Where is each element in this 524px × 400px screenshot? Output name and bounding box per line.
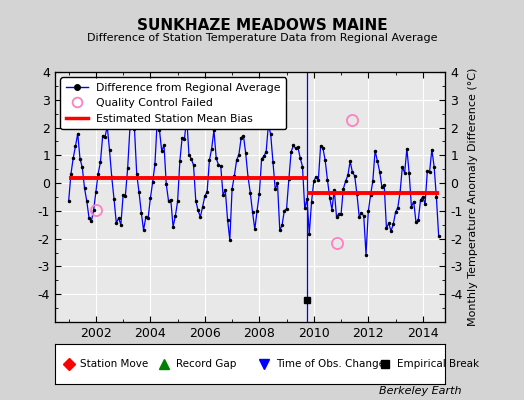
Text: Berkeley Earth: Berkeley Earth bbox=[379, 386, 461, 396]
Text: Record Gap: Record Gap bbox=[176, 359, 236, 369]
Text: Empirical Break: Empirical Break bbox=[397, 359, 479, 369]
Text: Difference of Station Temperature Data from Regional Average: Difference of Station Temperature Data f… bbox=[87, 33, 437, 43]
Text: SUNKHAZE MEADOWS MAINE: SUNKHAZE MEADOWS MAINE bbox=[137, 18, 387, 33]
Legend: Difference from Regional Average, Quality Control Failed, Estimated Station Mean: Difference from Regional Average, Qualit… bbox=[60, 78, 286, 129]
Text: Station Move: Station Move bbox=[80, 359, 149, 369]
Y-axis label: Monthly Temperature Anomaly Difference (°C): Monthly Temperature Anomaly Difference (… bbox=[468, 68, 478, 326]
Text: Time of Obs. Change: Time of Obs. Change bbox=[276, 359, 385, 369]
